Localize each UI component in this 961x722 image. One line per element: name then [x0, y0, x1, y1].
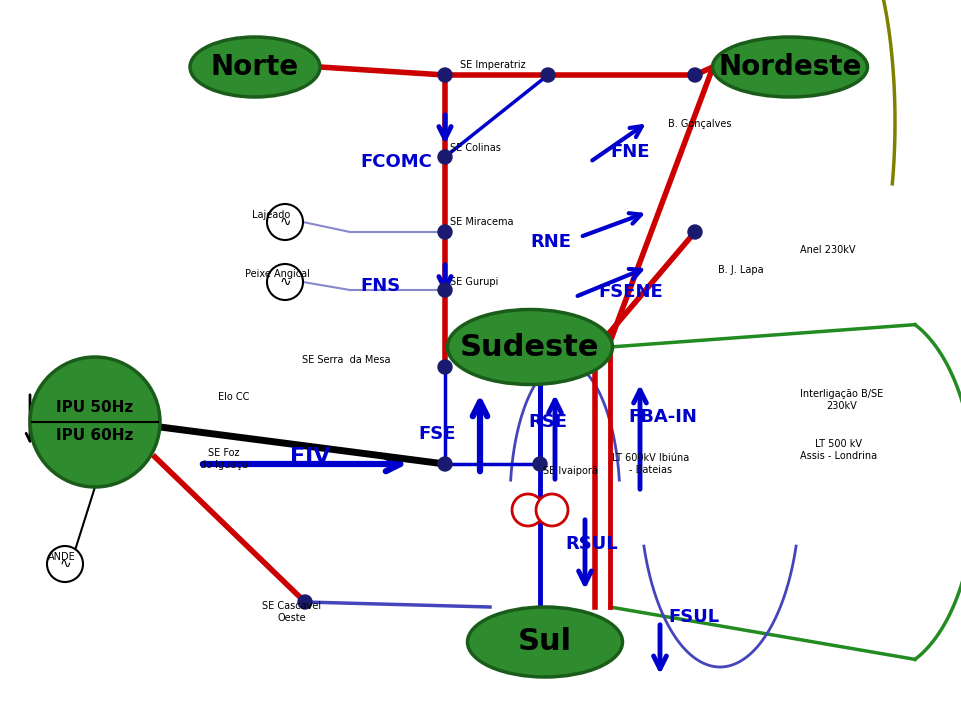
Text: SE Gurupi: SE Gurupi	[450, 277, 498, 287]
Text: SE Foz
do Iguaçu: SE Foz do Iguaçu	[200, 448, 248, 470]
Text: ANDE: ANDE	[48, 552, 76, 562]
Text: Sudeste: Sudeste	[459, 333, 599, 362]
Text: SE Colinas: SE Colinas	[450, 143, 501, 153]
Text: SE Serra  da Mesa: SE Serra da Mesa	[302, 355, 390, 365]
Text: Lajeado: Lajeado	[252, 210, 290, 220]
Circle shape	[532, 457, 547, 471]
Text: Nordeste: Nordeste	[718, 53, 861, 81]
Circle shape	[267, 264, 303, 300]
Circle shape	[437, 360, 452, 374]
Ellipse shape	[190, 37, 320, 97]
Circle shape	[437, 150, 452, 164]
Text: IPU 50Hz: IPU 50Hz	[57, 401, 134, 415]
Circle shape	[267, 204, 303, 240]
Text: ∿: ∿	[279, 275, 290, 289]
Circle shape	[540, 68, 554, 82]
Text: SE Miracema: SE Miracema	[450, 217, 513, 227]
Text: SE Ivaiporã: SE Ivaiporã	[542, 466, 597, 476]
Ellipse shape	[447, 310, 612, 385]
Circle shape	[437, 225, 452, 239]
Text: FBA-IN: FBA-IN	[628, 408, 696, 426]
Text: Anel 230kV: Anel 230kV	[800, 245, 854, 255]
Text: FCOMC: FCOMC	[359, 153, 431, 171]
Text: IPU 60Hz: IPU 60Hz	[57, 428, 134, 443]
Text: ∿: ∿	[279, 215, 290, 229]
Text: Elo CC: Elo CC	[218, 392, 249, 402]
Text: SE Cascavel
Oeste: SE Cascavel Oeste	[261, 601, 321, 623]
Text: Interligação B/SE
230kV: Interligação B/SE 230kV	[800, 389, 882, 411]
Circle shape	[511, 494, 543, 526]
Circle shape	[298, 595, 311, 609]
Ellipse shape	[467, 607, 622, 677]
Circle shape	[687, 225, 702, 239]
Text: RSUL: RSUL	[564, 535, 617, 553]
Text: B. Gonçalves: B. Gonçalves	[667, 119, 730, 129]
Circle shape	[437, 457, 452, 471]
Circle shape	[437, 283, 452, 297]
Circle shape	[437, 68, 452, 82]
Text: RNE: RNE	[530, 233, 571, 251]
Text: FNE: FNE	[609, 143, 649, 161]
Text: LT 600kV Ibiúna
- Bateias: LT 600kV Ibiúna - Bateias	[611, 453, 688, 475]
Text: B. J. Lapa: B. J. Lapa	[717, 265, 763, 275]
Circle shape	[30, 357, 160, 487]
Text: FIV: FIV	[289, 447, 331, 467]
Text: ∿: ∿	[60, 557, 71, 571]
Text: FSUL: FSUL	[667, 608, 719, 626]
Text: LT 500 kV
Assis - Londrina: LT 500 kV Assis - Londrina	[800, 439, 876, 461]
Text: Sul: Sul	[517, 627, 572, 656]
Text: FSENE: FSENE	[598, 283, 662, 301]
Text: RSE: RSE	[528, 413, 566, 431]
Text: FNS: FNS	[359, 277, 400, 295]
Circle shape	[535, 494, 567, 526]
Text: FSE: FSE	[418, 425, 455, 443]
Circle shape	[687, 68, 702, 82]
Text: Peixe Angical: Peixe Angical	[245, 269, 309, 279]
Text: SE Imperatriz: SE Imperatriz	[459, 60, 525, 70]
Text: Norte: Norte	[210, 53, 299, 81]
Circle shape	[47, 546, 83, 582]
Ellipse shape	[712, 37, 867, 97]
